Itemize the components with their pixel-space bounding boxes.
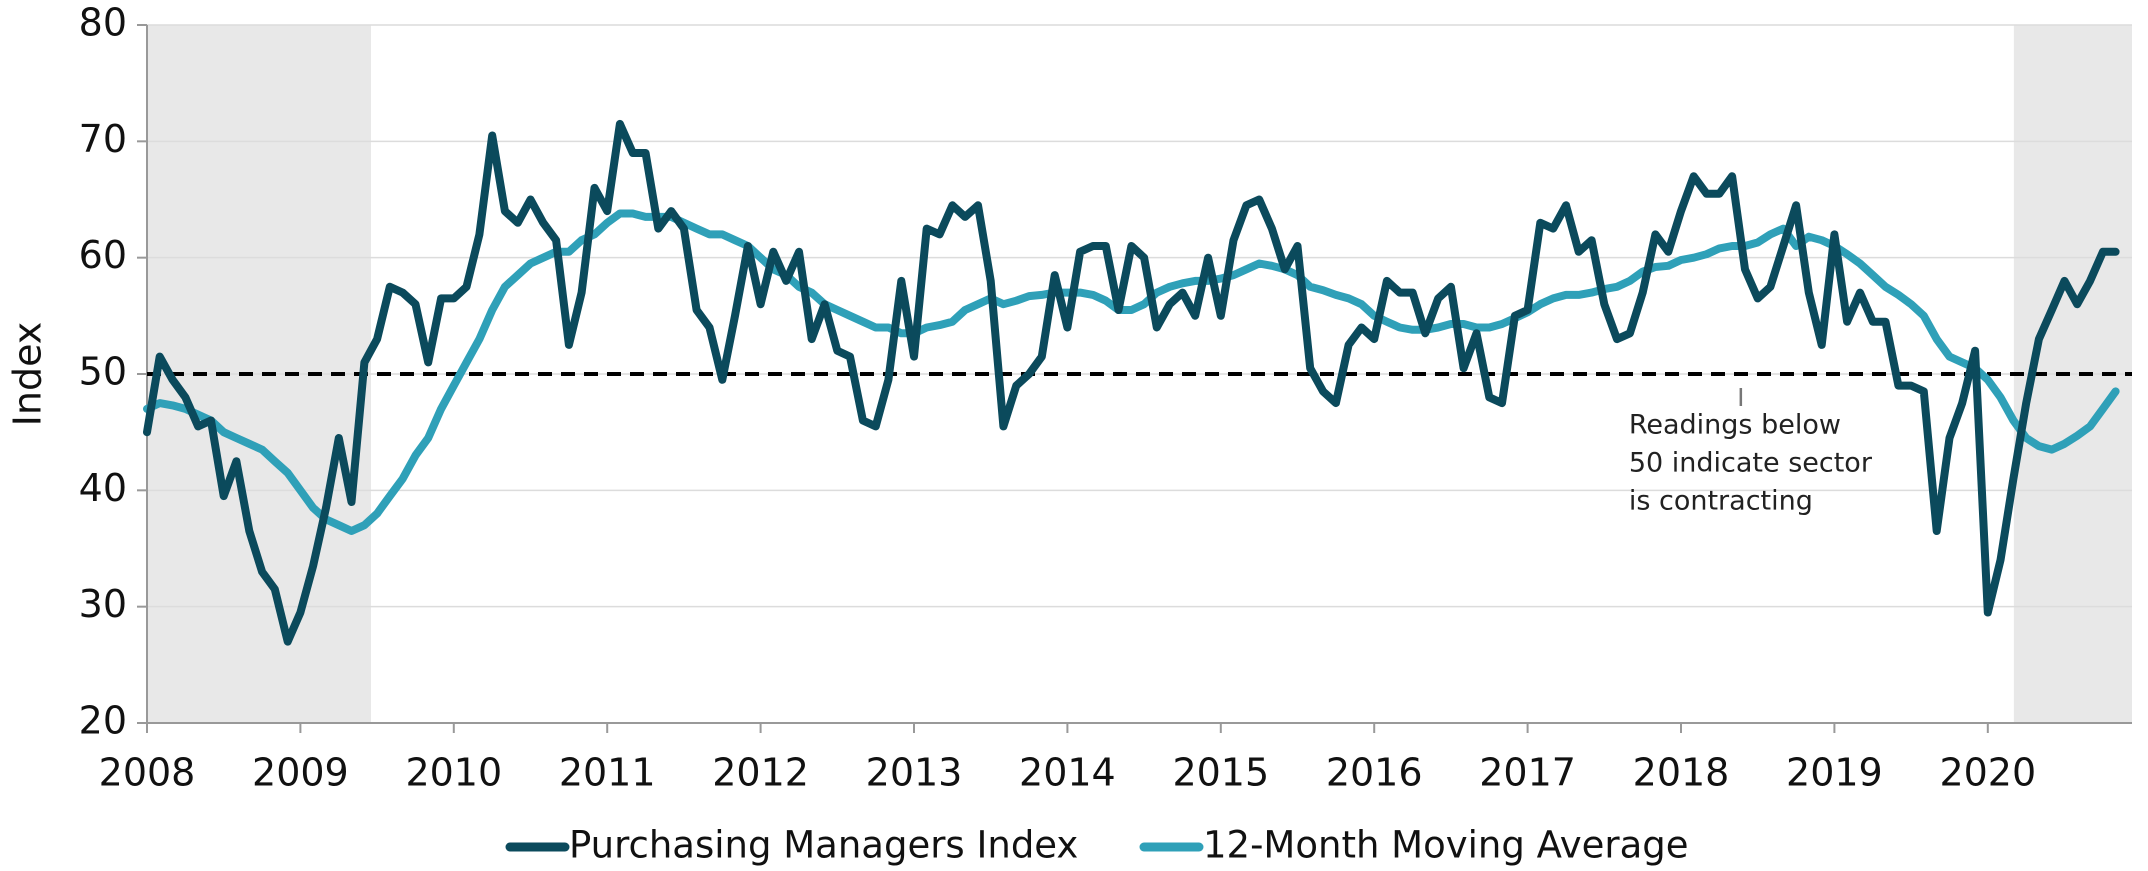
legend-label: 12-Month Moving Average	[1203, 824, 1689, 867]
y-tick-label: 60	[79, 233, 127, 277]
x-tick-label: 2010	[405, 751, 502, 795]
legend-item: Purchasing Managers Index	[505, 824, 1078, 867]
annotation-text: is contracting	[1629, 486, 1813, 517]
y-axis-label: Index	[6, 322, 50, 427]
x-tick-label: 2020	[1939, 751, 2036, 795]
y-tick-label: 20	[79, 699, 127, 743]
legend-label: Purchasing Managers Index	[569, 824, 1078, 867]
x-tick-label: 2011	[559, 751, 656, 795]
x-tick-label: 2017	[1479, 751, 1576, 795]
x-tick-label: 2016	[1326, 751, 1423, 795]
y-tick-label: 70	[79, 117, 127, 161]
legend-item: 12-Month Moving Average	[1139, 824, 1689, 867]
annotation-text: Readings below	[1629, 410, 1841, 441]
x-tick-label: 2009	[252, 751, 349, 795]
x-tick-label: 2019	[1786, 751, 1883, 795]
y-tick-label: 80	[79, 1, 127, 45]
y-tick-label: 40	[79, 466, 127, 510]
x-tick-label: 2013	[866, 751, 963, 795]
x-tick-label: 2015	[1172, 751, 1269, 795]
y-tick-label: 50	[79, 350, 127, 394]
x-tick-label: 2012	[712, 751, 809, 795]
x-tick-label: 2018	[1633, 751, 1730, 795]
series-line	[143, 119, 2120, 646]
x-tick-label: 2008	[99, 751, 196, 795]
y-tick-label: 30	[79, 582, 127, 626]
x-tick-label: 2014	[1019, 751, 1116, 795]
annotation-text: 50 indicate sector	[1629, 448, 1873, 479]
